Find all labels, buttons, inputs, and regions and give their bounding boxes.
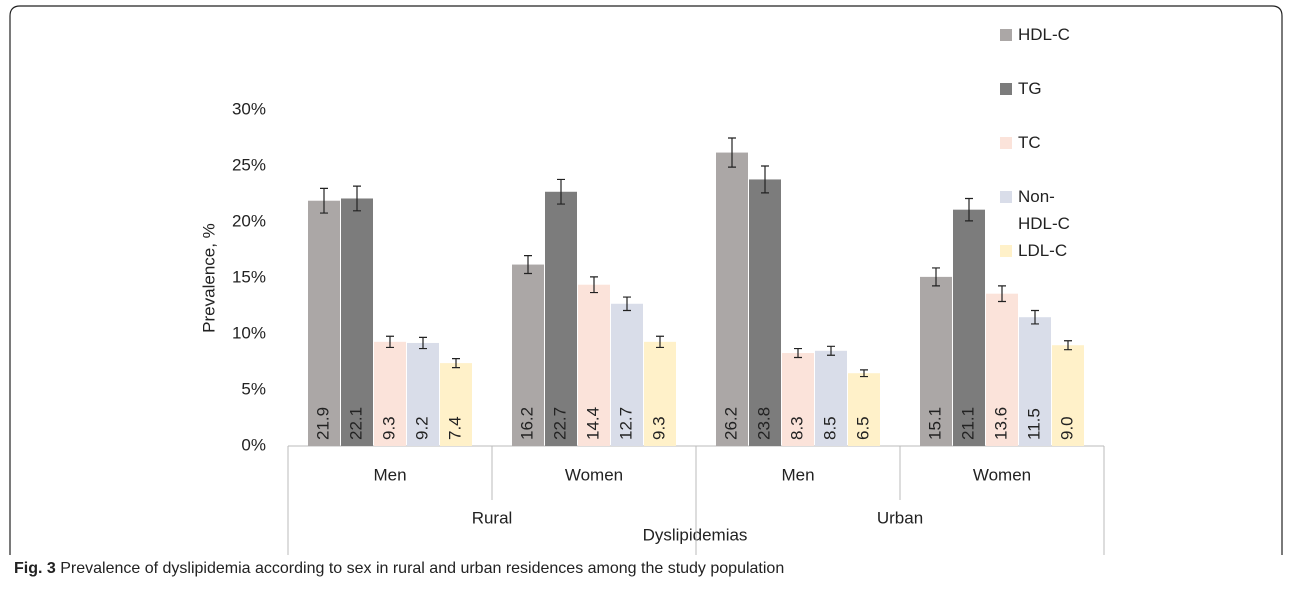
value-label: 9.0 (1057, 416, 1076, 440)
value-label: 11.5 (1024, 408, 1043, 440)
legend-item: Non-HDL-C (1000, 186, 1076, 237)
error-bar (590, 276, 598, 294)
legend-swatch (1000, 83, 1012, 95)
x-tick-label: Men (781, 465, 814, 484)
bar (986, 293, 1018, 446)
legend-label: HDL-C (1018, 25, 1070, 44)
y-tick-label: 15% (232, 267, 266, 286)
error-bar (965, 197, 973, 222)
value-label: 8.3 (787, 416, 806, 440)
value-label: 22.7 (550, 407, 569, 440)
bar (308, 200, 340, 446)
y-tick-label: 10% (232, 323, 266, 342)
value-label: 23.8 (754, 407, 773, 440)
bar (782, 353, 814, 446)
legend-label: TC (1018, 133, 1041, 152)
value-label: 9.3 (649, 416, 668, 440)
bar (1052, 345, 1084, 446)
bar (1019, 317, 1051, 446)
frame (9, 5, 1283, 555)
caption-label: Fig. 3 (14, 560, 56, 577)
caption-text: Prevalence of dyslipidemia according to … (60, 560, 785, 577)
value-label: 7.4 (445, 416, 464, 440)
legend-swatch (1000, 137, 1012, 149)
error-bar (1064, 340, 1072, 351)
legend-swatch (1000, 245, 1012, 257)
value-label: 14.4 (583, 407, 602, 440)
legend-label: LDL-C (1018, 241, 1068, 260)
x-tick-label: Men (373, 465, 406, 484)
value-label: 16.2 (517, 407, 536, 440)
value-label: 21.1 (958, 407, 977, 440)
value-label: 13.6 (991, 407, 1010, 440)
group-label: Rural (472, 508, 513, 527)
bar (611, 303, 643, 446)
bar (374, 341, 406, 446)
value-label: 8.5 (820, 416, 839, 440)
y-tick-label: 5% (241, 379, 266, 398)
bar (545, 191, 577, 446)
error-bar (452, 358, 460, 369)
value-label: 15.1 (925, 407, 944, 440)
error-bar (794, 347, 802, 359)
bar (341, 198, 373, 446)
legend-label: TG (1018, 79, 1042, 98)
bar (578, 284, 610, 446)
error-bar (386, 335, 394, 349)
error-bar (656, 335, 664, 349)
error-bar (728, 137, 736, 168)
error-bar (557, 178, 565, 205)
value-label: 9.2 (412, 416, 431, 440)
y-tick-label: 30% (232, 99, 266, 118)
legend-item: HDL-C (1000, 24, 1076, 48)
x-tick-label: Women (565, 465, 623, 484)
legend-swatch (1000, 29, 1012, 41)
caption: Fig. 3 Prevalence of dyslipidemia accord… (14, 560, 784, 578)
x-axis-label: Dyslipidemias (643, 525, 748, 544)
value-label: 21.9 (313, 407, 332, 440)
legend-item: LDL-C (1000, 240, 1076, 264)
bar (815, 350, 847, 446)
bar (440, 363, 472, 446)
error-bar (761, 165, 769, 194)
legend-label: Non-HDL-C (1018, 187, 1070, 233)
bar (953, 209, 985, 446)
value-label: 9.3 (379, 416, 398, 440)
bar (407, 342, 439, 446)
value-label: 12.7 (616, 407, 635, 440)
error-bar (419, 336, 427, 350)
error-bar (623, 296, 631, 312)
error-bar (827, 345, 835, 356)
legend-swatch (1000, 191, 1012, 203)
value-label: 26.2 (721, 407, 740, 440)
bar (644, 341, 676, 446)
error-bar (860, 369, 868, 378)
legend-item: TC (1000, 132, 1076, 156)
bar (920, 276, 952, 446)
y-tick-label: 25% (232, 155, 266, 174)
x-tick-label: Women (973, 465, 1031, 484)
bar (749, 179, 781, 446)
y-tick-label: 20% (232, 211, 266, 230)
value-label: 6.5 (853, 416, 872, 440)
bar (512, 264, 544, 446)
y-axis-label: Prevalence, % (199, 223, 218, 333)
error-bar (932, 267, 940, 287)
error-bar (524, 255, 532, 275)
legend-item: TG (1000, 78, 1076, 102)
bar (848, 373, 880, 446)
bar (716, 152, 748, 446)
error-bar (998, 285, 1006, 303)
error-bar (353, 185, 361, 212)
error-bar (320, 187, 328, 214)
value-label: 22.1 (346, 407, 365, 440)
group-label: Urban (877, 508, 923, 527)
y-tick-label: 0% (241, 435, 266, 454)
error-bar (1031, 309, 1039, 325)
